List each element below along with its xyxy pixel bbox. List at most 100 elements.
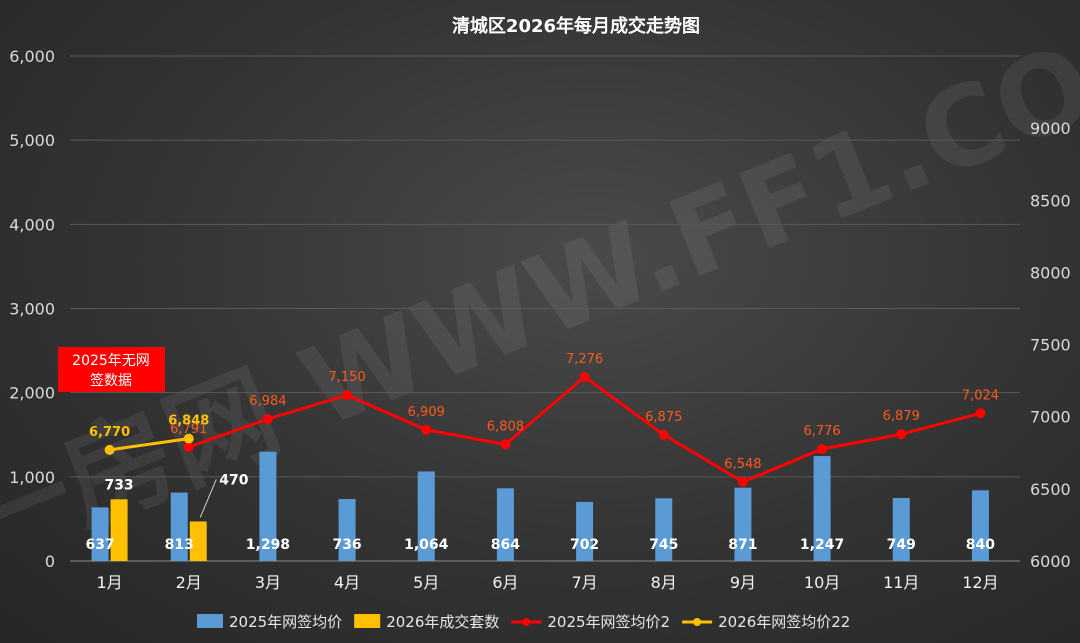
series-point — [975, 408, 986, 419]
x-tick: 2月 — [176, 573, 202, 592]
bar-2025 — [892, 497, 910, 561]
bar-2025-label: 749 — [887, 537, 916, 553]
series-point-label: 6,791 — [170, 422, 207, 437]
data-labels: 637 813 1,298 736 1,064 864 702 745 871 1,247 749 8… — [85, 352, 999, 553]
series-point — [579, 371, 590, 382]
legend-label: 2025年网签均价 — [229, 613, 342, 631]
bar-2026 — [189, 521, 207, 561]
y-right-tick: 7500 — [1030, 336, 1071, 355]
y-left-tick: 4,000 — [9, 215, 55, 234]
y-axis-right: 6000 6500 7000 7500 8000 8500 9000 — [1030, 119, 1071, 571]
bar-2025 — [734, 487, 752, 561]
series-point — [500, 439, 511, 450]
series-point — [817, 444, 828, 455]
y-left-tick: 3,000 — [9, 300, 55, 319]
series-point — [896, 429, 907, 440]
bar-2026 — [110, 499, 128, 561]
bar-2025-label: 1,298 — [246, 537, 290, 553]
bar-2025-label: 813 — [165, 537, 194, 553]
bar-2025-label: 871 — [728, 537, 757, 553]
y-right-tick: 8000 — [1030, 263, 1071, 282]
y-right-tick: 9000 — [1030, 119, 1071, 138]
bar-2025-label: 736 — [332, 537, 361, 553]
y-right-tick: 6000 — [1030, 552, 1071, 571]
x-tick: 6月 — [492, 573, 518, 592]
series-point-label: 7,150 — [328, 370, 365, 385]
bar-2025-label: 1,064 — [404, 537, 449, 553]
series-point — [183, 441, 194, 452]
bar-2026-label: 733 — [104, 477, 133, 493]
y-left-tick: 5,000 — [9, 131, 55, 150]
y-right-tick: 6500 — [1030, 480, 1071, 499]
series-point — [183, 433, 194, 444]
bar-2025-label: 637 — [85, 537, 114, 553]
series-point — [104, 444, 115, 455]
x-tick: 3月 — [255, 573, 281, 592]
callout-line — [199, 479, 217, 518]
bar-2025 — [655, 498, 673, 561]
bar-2025-label: 1,247 — [800, 537, 844, 553]
bar-2025 — [813, 456, 831, 561]
y-left-tick: 2,000 — [9, 384, 55, 403]
bar-2025-label: 745 — [649, 537, 678, 553]
bar-2025-label: 864 — [491, 537, 520, 553]
x-tick: 9月 — [730, 573, 756, 592]
bar-2025 — [417, 471, 435, 561]
x-axis: 1月 2月 3月 4月 5月 6月 7月 8月 9月 10月 11月 12月 — [96, 573, 998, 592]
series-point-label: 6,909 — [408, 405, 445, 420]
series-point-label: 7,276 — [566, 352, 603, 367]
legend-label: 2025年网签均价2 — [547, 613, 670, 631]
series-point — [421, 424, 432, 435]
series-point-label: 6,548 — [724, 457, 761, 472]
bar-2025 — [496, 488, 514, 561]
bar-2025 — [170, 492, 188, 561]
y-right-tick: 8500 — [1030, 191, 1071, 210]
chart-title: 清城区2026年每月成交走势图 — [452, 15, 700, 37]
annotation-background — [58, 347, 165, 392]
x-tick: 4月 — [334, 573, 360, 592]
bar-2025-label: 702 — [570, 537, 599, 553]
y-right-tick: 7000 — [1030, 408, 1071, 427]
bars — [91, 451, 989, 561]
series-point-label: 6,984 — [249, 394, 286, 409]
x-tick: 8月 — [651, 573, 677, 592]
bar-2025 — [91, 507, 109, 561]
bar-2025 — [259, 451, 277, 561]
bar-2025 — [971, 490, 989, 561]
gridlines — [70, 55, 1020, 562]
legend-swatch-dot — [522, 618, 531, 626]
series-point — [737, 476, 748, 487]
x-tick: 10月 — [804, 573, 840, 592]
x-tick: 12月 — [962, 573, 998, 592]
annotation-line-2: 签数据 — [90, 372, 132, 389]
series-point-label: 6,808 — [487, 419, 524, 434]
bar-2025 — [338, 499, 356, 561]
legend-label: 2026年成交套数 — [386, 613, 499, 631]
legend-swatch-dot — [693, 618, 702, 626]
series-point-label: 6,776 — [803, 424, 840, 439]
legend: 2025年网签均价 2026年成交套数 2025年网签均价2 2026年网签均价22 — [197, 613, 850, 631]
y-axis-left: 0 1,000 2,000 3,000 4,000 5,000 6,000 — [9, 47, 55, 571]
series-point-label: 6,879 — [883, 409, 920, 424]
series-point-label: 6,875 — [645, 410, 682, 425]
annotation-line-1: 2025年无网 — [72, 353, 150, 369]
bar-2025 — [576, 501, 594, 561]
annotation-box: 2025年无网 签数据 — [58, 347, 165, 392]
series-point-label: 6,848 — [168, 414, 209, 429]
series-point — [342, 390, 353, 401]
series-point-label: 7,024 — [962, 388, 999, 403]
legend-swatch — [197, 614, 223, 628]
y-left-tick: 1,000 — [9, 468, 55, 487]
y-left-tick: 0 — [45, 552, 55, 571]
series-point — [658, 429, 669, 440]
bar-2025-label: 840 — [966, 537, 995, 553]
lines — [104, 371, 986, 487]
y-left-tick: 6,000 — [9, 47, 55, 66]
series-line — [109, 437, 190, 452]
legend-swatch — [354, 614, 381, 628]
legend-label: 2026年网签均价22 — [718, 613, 850, 631]
